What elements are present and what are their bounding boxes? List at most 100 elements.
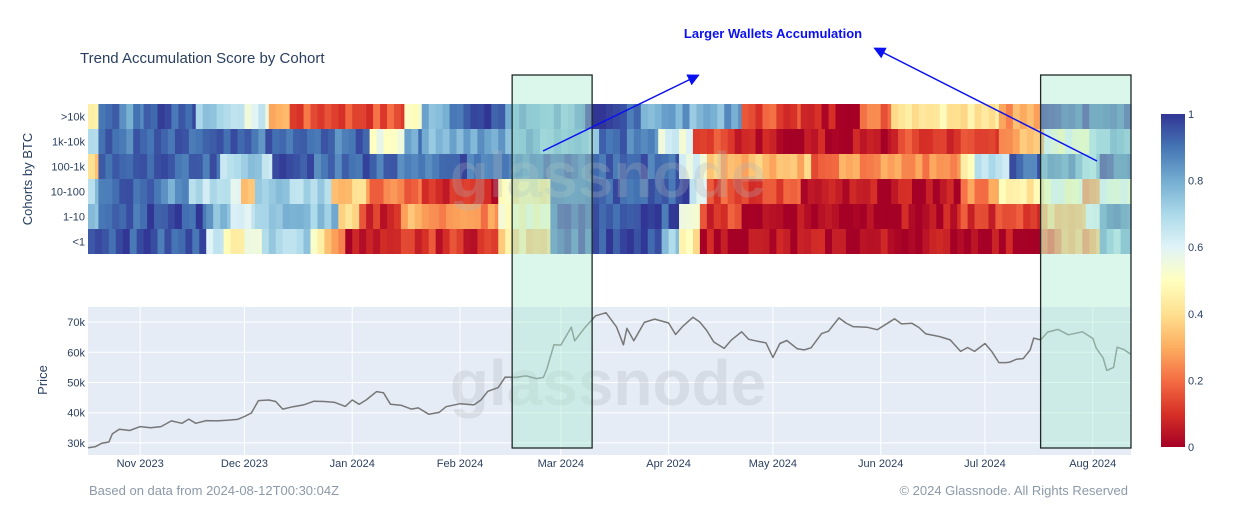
heatmap-cell (557, 229, 565, 254)
heatmap-cell (599, 229, 607, 254)
heatmap-cell (307, 154, 315, 179)
heatmap-cell (887, 129, 892, 154)
heatmap-cell (1030, 154, 1038, 179)
heatmap-cell (734, 204, 743, 229)
heatmap-cell (873, 204, 882, 229)
heatmap-cell (317, 204, 326, 229)
heatmap-cell (804, 204, 812, 229)
heatmap-cell (88, 104, 96, 129)
heatmap-cell (126, 104, 134, 129)
heatmap-cell (553, 104, 562, 129)
heatmap-cell (859, 154, 868, 179)
heatmap-cell (748, 179, 757, 204)
heatmap-cell (112, 179, 120, 204)
heatmap-cell (592, 204, 600, 229)
heatmap-cell (713, 229, 722, 254)
heatmap-cell (150, 229, 159, 254)
heatmap-cell (133, 204, 141, 229)
heatmap-cell (571, 229, 579, 254)
heatmap-cell (706, 229, 715, 254)
heatmap-cell (411, 129, 419, 154)
heatmap-cell (477, 229, 485, 254)
heatmap-cell (967, 204, 976, 229)
heatmap-cell (991, 229, 1000, 254)
heatmap-cell (640, 179, 649, 204)
heatmap-cell (592, 229, 600, 254)
heatmap-cell (804, 154, 812, 179)
heatmap-cell (380, 204, 388, 229)
heatmap-cell (901, 229, 910, 254)
heatmap-cell (870, 179, 878, 204)
heatmap-cell (1026, 179, 1035, 204)
heatmap-cell (105, 154, 113, 179)
heatmap-cell (393, 204, 402, 229)
heatmap-cell (668, 229, 677, 254)
heatmap-cell (112, 154, 120, 179)
heatmap-cell (915, 204, 923, 229)
heatmap-cell (821, 179, 830, 204)
heatmap-cell (811, 154, 819, 179)
heatmap-cell (244, 229, 253, 254)
heatmap-cell (675, 179, 684, 204)
heatmap-cell (88, 229, 96, 254)
heatmap-cell (612, 154, 621, 179)
heatmap-cell (1012, 129, 1021, 154)
heatmap-cell (432, 154, 440, 179)
x-tick-label: Jun 2024 (858, 458, 903, 470)
heatmap-cell (539, 104, 548, 129)
heatmap-cell (105, 129, 113, 154)
heatmap-cell (400, 204, 409, 229)
heatmap-cell (1040, 104, 1049, 129)
heatmap-cell (790, 179, 798, 204)
heatmap-cell (300, 154, 308, 179)
heatmap-cell (296, 179, 305, 204)
heatmap-cell (296, 204, 305, 229)
heatmap-cell (706, 154, 715, 179)
heatmap-cell (699, 154, 708, 179)
heatmap-cell (633, 129, 642, 154)
heatmap-cell (633, 179, 642, 204)
heatmap-cell (943, 154, 951, 179)
heatmap-cell (327, 154, 336, 179)
heatmap-cell (122, 229, 131, 254)
heatmap-cell (202, 204, 207, 229)
x-tick-label: Apr 2024 (646, 458, 691, 470)
heatmap-cell (626, 179, 635, 204)
heatmap-cell (953, 179, 962, 204)
heatmap-cell (1019, 229, 1028, 254)
heatmap-cell (237, 129, 246, 154)
heatmap-row-label: 1-10 (63, 212, 85, 224)
x-tick-label: Aug 2024 (1069, 458, 1116, 470)
heatmap-cell (1005, 129, 1014, 154)
heatmap-cell (612, 104, 621, 129)
heatmap-cell (578, 154, 586, 179)
heatmap-cell (220, 204, 228, 229)
heatmap-cell (1120, 229, 1129, 254)
heatmap-cell (167, 154, 176, 179)
heatmap-cell (1047, 229, 1056, 254)
heatmap-cell (192, 104, 197, 129)
heatmap-cell (713, 204, 722, 229)
heatmap-cell (682, 179, 691, 204)
heatmap-cell (1103, 104, 1111, 129)
heatmap-cell (981, 204, 990, 229)
heatmap-cell (668, 179, 677, 204)
heatmap-cell (838, 129, 847, 154)
heatmap-cell (539, 204, 548, 229)
price-line (87, 311, 1132, 449)
heatmap-cell (654, 154, 663, 179)
heatmap-cell (866, 229, 875, 254)
heatmap-cell (397, 179, 405, 204)
heatmap-cell (147, 179, 155, 204)
heatmap-cell (692, 204, 701, 229)
heatmap-cell (209, 104, 218, 129)
heatmap-cell (209, 129, 218, 154)
heatmap-cell (769, 229, 777, 254)
heatmap-cell (925, 104, 934, 129)
heatmap-cell (539, 229, 548, 254)
heatmap-cell (734, 229, 743, 254)
heatmap-cell (741, 154, 750, 179)
heatmap-cell (619, 229, 628, 254)
heatmap-cell (1061, 229, 1070, 254)
heatmap-cell (338, 179, 346, 204)
